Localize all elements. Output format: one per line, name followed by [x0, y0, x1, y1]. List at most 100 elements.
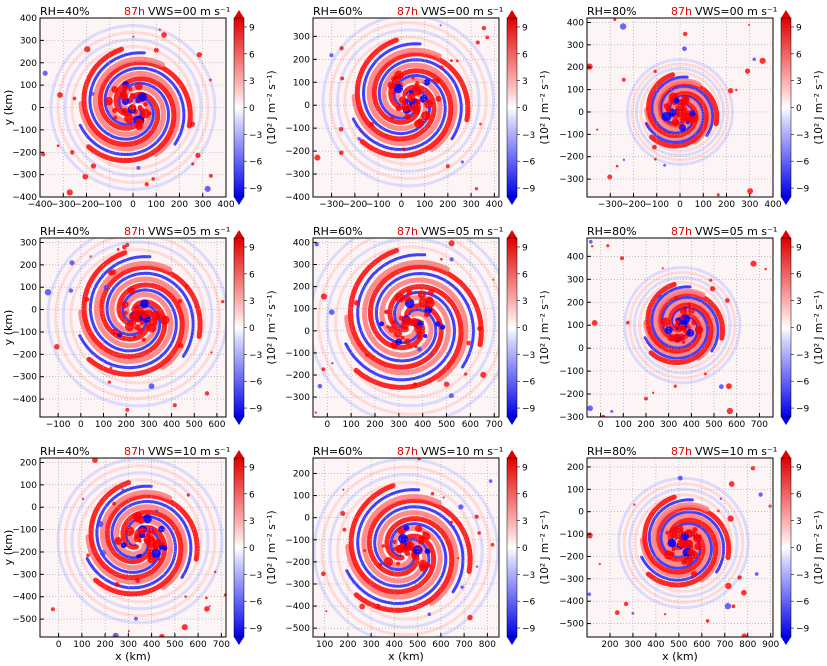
spiral-band — [86, 76, 177, 164]
y-tick-label: 100 — [567, 321, 584, 331]
x-tick-label: 500 — [438, 420, 455, 430]
x-tick-label: 0 — [324, 420, 330, 430]
x-tick-label: −200 — [342, 200, 367, 210]
outer-cell — [353, 300, 360, 306]
colorbar-tick-label: 9 — [522, 243, 528, 253]
outer-cell — [72, 96, 77, 101]
convective-cell — [417, 290, 426, 299]
outer-cell — [114, 581, 120, 587]
x-tick-label: 100 — [416, 200, 433, 210]
y-tick-label: −200 — [285, 147, 310, 157]
outer-cell — [42, 70, 48, 76]
spiral-band — [78, 288, 178, 370]
y-tick-label: −300 — [12, 171, 37, 181]
convective-cell — [664, 326, 673, 335]
outer-cell — [596, 128, 599, 131]
y-tick-label: −100 — [12, 526, 37, 536]
outer-cell — [66, 189, 73, 196]
y-tick-label: 200 — [293, 55, 310, 65]
convective-cell — [390, 115, 395, 120]
outer-cell — [633, 503, 636, 506]
colorbar-tick-label: −6 — [522, 158, 536, 168]
convective-cell — [403, 525, 410, 531]
convective-cell — [421, 110, 431, 121]
convective-cell — [427, 563, 432, 568]
convective-cell — [392, 75, 397, 80]
x-axis-label: x (km) — [388, 650, 424, 663]
outer-cell — [474, 514, 479, 519]
convective-cell — [121, 107, 129, 115]
x-tick-label: 400 — [683, 420, 700, 430]
convective-cell — [667, 538, 677, 548]
outer-cell — [458, 504, 464, 510]
outer-cell — [135, 577, 141, 584]
panel-time-title: 87h — [671, 5, 692, 18]
outer-cell — [475, 40, 480, 45]
y-axis-label: y (km) — [2, 530, 15, 566]
colorbar-extend-top — [234, 450, 244, 458]
convective-cell — [384, 309, 389, 315]
convective-cell — [135, 317, 141, 323]
y-tick-label: −100 — [285, 349, 310, 359]
outer-cell — [661, 267, 664, 270]
convective-cell — [392, 91, 397, 95]
x-tick-label: 0 — [56, 640, 62, 650]
colorbar-extend-bottom — [507, 637, 517, 645]
outer-cell — [81, 497, 85, 501]
outer-cell — [151, 177, 155, 181]
outer-cell — [646, 123, 649, 127]
spiral-band — [104, 493, 200, 565]
colorbar-label: (10² J m⁻² s⁻¹) — [813, 510, 825, 584]
colorbar-tick-label: 6 — [796, 270, 802, 280]
convective-cell — [406, 543, 412, 549]
spiral-band — [88, 255, 162, 353]
colorbar-label: (10² J m⁻² s⁻¹) — [266, 290, 278, 364]
outer-cell — [50, 607, 55, 612]
convective-cell — [671, 547, 676, 552]
convective-cell — [128, 86, 133, 92]
convective-cell — [683, 95, 689, 101]
outer-cell — [674, 296, 679, 301]
x-tick-label: 400 — [414, 420, 431, 430]
outer-cell — [112, 632, 119, 637]
outer-cell — [342, 488, 345, 491]
colorbar-tick-label: 9 — [796, 23, 802, 33]
colorbar-tick-label: −9 — [249, 625, 263, 635]
x-tick-label: 300 — [120, 640, 137, 650]
outer-cell — [752, 57, 756, 61]
outer-cell — [107, 380, 112, 384]
outer-cell — [651, 391, 655, 394]
panel-rh-title: RH=40% — [40, 445, 90, 458]
convective-cell — [404, 338, 411, 345]
outer-cell — [452, 525, 456, 529]
y-tick-label: 100 — [293, 78, 310, 88]
panel-4: −100 0 100 200 300 400 500 600 −400 −300 −200 −100 0… — [2, 225, 278, 430]
panel-3: −300−200−100 0 100 200 300 400−300−200−100010… — [559, 5, 825, 210]
convective-cell — [424, 548, 431, 555]
outer-cell — [587, 532, 593, 539]
convective-cell — [689, 110, 696, 117]
x-tick-label: 600 — [693, 640, 710, 650]
colorbar-label: (10² J m⁻² s⁻¹) — [539, 290, 551, 364]
colorbar-extend-top — [507, 450, 517, 458]
outer-cell — [69, 150, 75, 155]
outer-cell — [107, 270, 114, 276]
y-tick-label: −300 — [285, 580, 310, 590]
colorbar-extend-top — [781, 230, 791, 238]
panel-2: −300−200−100 0 100 200 300 400−400−300−200−10… — [285, 5, 551, 210]
outer-cell — [455, 59, 459, 63]
convective-cell — [681, 340, 686, 344]
heatmap-field — [313, 238, 499, 417]
convective-cell — [140, 299, 150, 309]
convective-cell — [134, 118, 144, 128]
colorbar-tick-label: −6 — [796, 378, 810, 388]
panel-time-title: 87h — [124, 445, 145, 458]
x-tick-label: 300 — [140, 420, 157, 430]
outer-cell — [82, 173, 89, 180]
x-tick-label: −300 — [319, 200, 344, 210]
outer-cell — [412, 382, 417, 387]
x-tick-label: 500 — [705, 420, 722, 430]
outer-cell — [477, 531, 481, 535]
outer-cell — [606, 244, 610, 248]
colorbar — [233, 237, 245, 418]
